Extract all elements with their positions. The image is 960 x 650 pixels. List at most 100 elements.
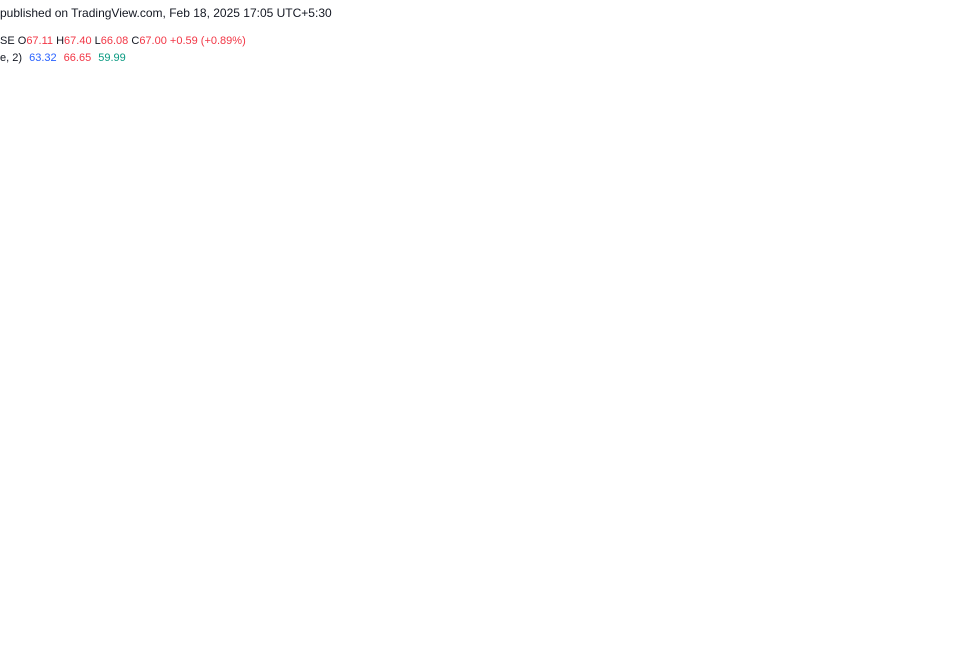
- candle-body: [220, 174, 225, 190]
- candle-body: [817, 366, 821, 380]
- candle-body: [148, 237, 153, 254]
- candle-body: [730, 410, 735, 428]
- candle-body: [648, 454, 653, 477]
- candle-body: [449, 194, 454, 212]
- earnings-marker[interactable]: E: [889, 565, 907, 585]
- low-value: 66.08: [100, 35, 129, 47]
- candle-body: [327, 162, 332, 185]
- candle-body: [62, 215, 67, 234]
- candle-body: [225, 175, 230, 192]
- candle-body: [358, 161, 362, 179]
- candle-body: [439, 193, 444, 199]
- x-tick-label: Feb: [868, 596, 887, 608]
- bollinger-legend: e, 2) 63.32 66.65 59.99: [0, 52, 126, 64]
- candle-body: [393, 175, 398, 198]
- candle-body: [546, 494, 551, 518]
- candle-body: [878, 409, 883, 429]
- candle-body: [556, 523, 561, 536]
- candle-body: [342, 144, 347, 169]
- candle-body: [312, 182, 317, 199]
- candle-body: [893, 322, 898, 338]
- candle-body: [271, 273, 276, 285]
- high-value: 67.40: [64, 35, 92, 47]
- candle-body: [658, 449, 663, 467]
- candle-body: [577, 565, 582, 584]
- candle-body: [745, 392, 750, 419]
- candle-body: [868, 358, 872, 382]
- candle-body: [806, 379, 811, 399]
- candle-body: [888, 348, 893, 367]
- candle-body: [791, 384, 796, 396]
- candle-body: [169, 209, 174, 228]
- candle-body: [317, 175, 322, 196]
- position-zones: [928, 92, 960, 370]
- candle-body: [41, 158, 46, 167]
- candle-body: [118, 206, 123, 224]
- candle-body: [414, 174, 419, 179]
- candle-body: [368, 181, 373, 199]
- candle-body: [240, 185, 245, 201]
- lightning-icon-bolt: [929, 568, 937, 582]
- candle-body: [633, 472, 638, 492]
- close-value: 67.00: [139, 35, 167, 47]
- candle-body: [511, 490, 515, 498]
- candle-body: [164, 224, 169, 246]
- candle-body: [72, 234, 77, 240]
- candle-body: [21, 148, 26, 168]
- candle-body: [796, 387, 801, 401]
- candle-body: [403, 177, 408, 187]
- candle-body: [6, 176, 11, 191]
- candle-body: [256, 217, 260, 227]
- candle-body: [694, 451, 699, 457]
- candle-body: [582, 561, 587, 569]
- candle-body: [46, 171, 51, 188]
- x-tick-label: Aug: [94, 596, 114, 608]
- candle-body: [679, 453, 684, 466]
- candle-body: [398, 177, 403, 192]
- candle-body: [113, 205, 118, 216]
- candle-body: [837, 334, 842, 346]
- candle-body: [876, 400, 880, 488]
- candle-body: [286, 224, 291, 239]
- earnings-marker-label: E: [894, 570, 901, 582]
- candle-body: [475, 206, 480, 214]
- band-fill: [0, 20, 932, 620]
- candle-body: [623, 487, 628, 503]
- candle-body: [77, 220, 82, 246]
- earnings-marker[interactable]: E: [489, 565, 507, 585]
- symbol-fragment: SE: [0, 35, 15, 47]
- chart-grid: [0, 30, 960, 586]
- candle-body: [531, 497, 536, 512]
- lightning-icon[interactable]: [923, 565, 943, 585]
- candle-body: [602, 496, 607, 506]
- lower-band-line: [0, 229, 933, 621]
- candle-body: [11, 165, 16, 183]
- low-label: L: [94, 35, 101, 47]
- candle-body: [505, 454, 510, 476]
- candle-body: [842, 330, 847, 350]
- candle-body: [194, 169, 199, 178]
- candle-body: [638, 469, 643, 482]
- candle-body: [628, 475, 633, 502]
- candle-body: [26, 151, 31, 160]
- candle-body: [495, 336, 500, 355]
- candle-body: [128, 222, 133, 229]
- bollinger-basis-value: 63.32: [29, 52, 57, 64]
- candle-body: [261, 238, 266, 264]
- candle-body: [771, 373, 776, 394]
- candle-body: [322, 167, 327, 192]
- target-zone: [928, 92, 960, 265]
- bollinger-upper-value: 66.65: [63, 52, 92, 64]
- candle-body: [720, 414, 725, 433]
- candle-body: [245, 195, 250, 201]
- basis-line: [0, 169, 933, 526]
- bollinger-label-fragment: e, 2): [0, 52, 23, 64]
- earnings-marker[interactable]: E: [95, 565, 113, 585]
- candle-body: [250, 193, 255, 213]
- candle-body: [587, 543, 592, 563]
- x-tick-label: Dec: [617, 596, 637, 608]
- candle-body: [521, 497, 526, 518]
- candle-body: [409, 171, 413, 188]
- candle-body: [924, 278, 929, 289]
